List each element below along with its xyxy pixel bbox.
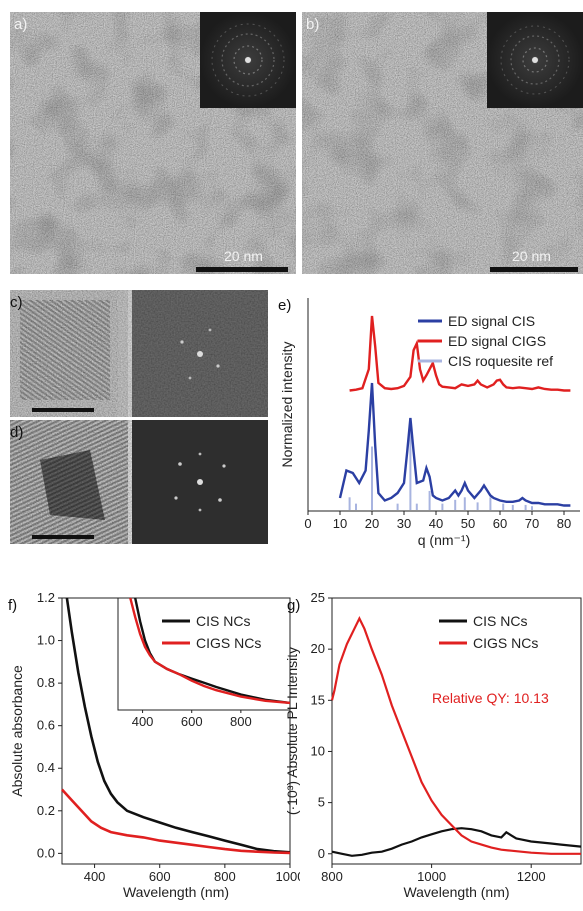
y-tick-label-f: 0.8 [37, 675, 55, 690]
inset-frame-f [117, 597, 291, 711]
inset-x-tick-label-f: 800 [230, 714, 252, 729]
y-tick-label-g: 5 [318, 795, 325, 810]
legend-label-g: CIGS NCs [473, 635, 538, 651]
tem-image-b: b) 20 nm [302, 12, 583, 274]
y-tick-label-f: 1.0 [37, 633, 55, 648]
fft-inset-b [487, 12, 583, 108]
x-tick-label-e: 60 [493, 516, 507, 531]
plot-frame-g [331, 597, 582, 865]
y-tick-label-f: 0.0 [37, 845, 55, 860]
y-axis-label-e: Normalized intensity [279, 341, 295, 467]
y-tick-label-g: 20 [311, 641, 325, 656]
y-axis-label-f: Absolute absorbance [9, 665, 25, 797]
panel-label-a: a) [14, 16, 28, 33]
legend-label-f: CIGS NCs [196, 635, 261, 651]
y-tick-label-f: 1.2 [37, 590, 55, 605]
panel-label-e: e) [278, 297, 291, 314]
x-tick-label-e: 0 [304, 516, 311, 531]
legend-label-e: ED signal CIGS [448, 333, 546, 349]
series-line-cigs [349, 315, 571, 392]
hrtem-panel-d: d) [10, 420, 268, 544]
y-tick-label-f: 0.2 [37, 803, 55, 818]
chart-g: g) 0 5 10 15 20 25 800 1000 1200 Wavelength (nm) (·… [284, 590, 582, 900]
panel-label-b: b) [306, 16, 320, 33]
tem-image-a: a) 20 nm [10, 12, 296, 274]
legend-label-e: CIS roquesite ref [448, 353, 553, 369]
scalebar-d [32, 535, 94, 539]
x-tick-label-e: 40 [429, 516, 443, 531]
legend-label-e: ED signal CIS [448, 313, 535, 329]
series-line-g-1 [330, 616, 581, 855]
scalebar-label-a: 20 nm [224, 248, 263, 264]
y-tick-label-f: 0.6 [37, 718, 55, 733]
annotation-qy-g: Relative QY: 10.13 [432, 690, 549, 706]
y-tick-label-g: 10 [311, 743, 325, 758]
inset-x-tick-label-f: 600 [181, 714, 203, 729]
y-tick-label-g: 0 [318, 846, 325, 861]
x-tick-label-e: 80 [557, 516, 571, 531]
x-axis-label-g: Wavelength (nm) [403, 884, 509, 900]
legend-label-g: CIS NCs [473, 613, 527, 629]
panel-label-c: c) [10, 294, 23, 311]
x-tick-label-f: 800 [214, 869, 236, 884]
x-tick-label-f: 400 [84, 869, 106, 884]
scalebar-a [196, 267, 288, 272]
series-line-cis [338, 382, 571, 507]
x-tick-label-f: 1000 [276, 869, 300, 884]
x-tick-label-e: 50 [461, 516, 475, 531]
chart-f: f) 0.0 0.2 0.4 0.6 0.8 1.0 1.2 400 600 800 1000 Wave… [8, 590, 300, 900]
x-tick-label-g: 1200 [517, 869, 546, 884]
x-tick-label-e: 70 [525, 516, 539, 531]
inset-series-line-f-1 [129, 597, 291, 705]
series-line-f-0 [65, 597, 291, 854]
panel-label-f: f) [8, 597, 17, 614]
hrtem-panel-c: c) [10, 290, 268, 417]
x-tick-label-e: 20 [365, 516, 379, 531]
inset-x-tick-label-f: 400 [132, 714, 154, 729]
x-tick-label-e: 10 [333, 516, 347, 531]
panel-label-d: d) [10, 424, 24, 441]
series-line-g-0 [331, 827, 582, 857]
x-tick-label-g: 800 [321, 869, 343, 884]
scalebar-b [490, 267, 578, 272]
fft-inset-a [200, 12, 296, 108]
y-tick-label-f: 0.4 [37, 760, 55, 775]
y-tick-label-g: 25 [311, 590, 325, 605]
x-axis-label-f: Wavelength (nm) [123, 884, 229, 900]
x-tick-label-e: 30 [397, 516, 411, 531]
panel-label-g: g) [287, 597, 300, 614]
series-line-f-1 [61, 788, 291, 855]
x-tick-label-g: 1000 [417, 869, 446, 884]
scalebar-label-b: 20 nm [512, 248, 551, 264]
y-tick-label-g: 15 [311, 692, 325, 707]
y-axis-label-g: (·10³) Absolute PL Intensity [284, 647, 300, 815]
chart-e: e) 0 10 20 30 40 50 60 70 80 q (nm⁻¹) Normalized in… [278, 297, 580, 548]
x-tick-label-f: 600 [149, 869, 171, 884]
legend-label-f: CIS NCs [196, 613, 250, 629]
scalebar-c [32, 408, 94, 412]
x-axis-label-e: q (nm⁻¹) [418, 532, 471, 548]
